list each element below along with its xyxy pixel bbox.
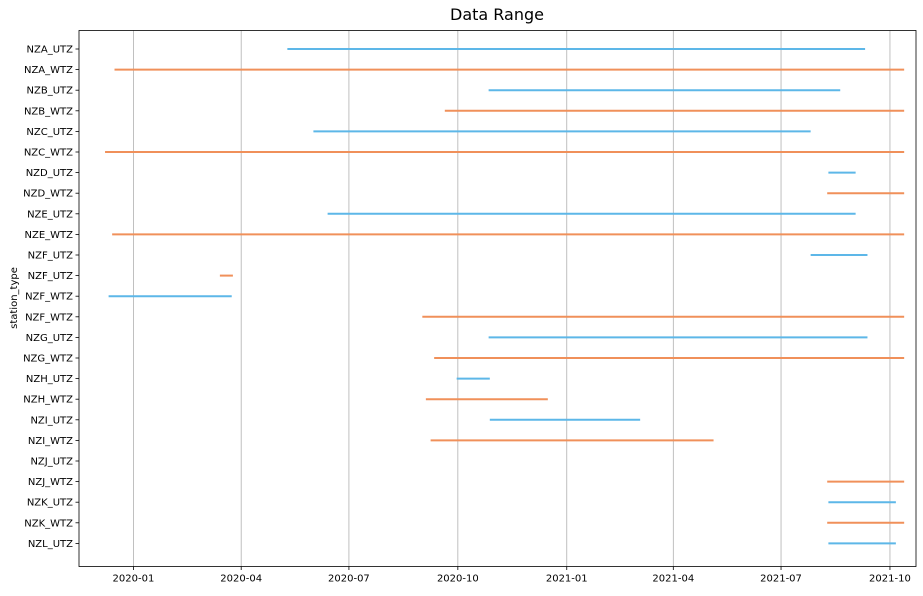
y-tick-label: NZE_UTZ: [27, 209, 73, 220]
y-tick-label: NZI_WTZ: [28, 436, 73, 447]
y-axis-label: station_type: [9, 267, 20, 329]
y-tick-label: NZB_UTZ: [27, 86, 74, 97]
y-tick-label: NZF_UTZ: [28, 271, 74, 282]
y-tick-label: NZH_WTZ: [23, 395, 73, 406]
chart-title: Data Range: [450, 5, 544, 24]
x-tick-label: 2021-07: [760, 574, 802, 585]
y-axis-ticks: NZA_UTZ NZA_WTZ NZB_UTZ NZB_WTZ NZC_UTZ NZC_W…: [23, 45, 79, 550]
y-tick-label: NZA_UTZ: [27, 45, 74, 56]
y-tick-label: NZB_WTZ: [24, 106, 73, 117]
x-tick-label: 2020-07: [328, 574, 370, 585]
y-tick-label: NZC_WTZ: [24, 148, 73, 159]
plot-frame: [78, 30, 917, 567]
x-axis-ticks: 2020-01 2020-04 2020-07 2020-10 2021-01 2021-…: [113, 566, 911, 585]
x-tick-label: 2021-04: [652, 574, 694, 585]
y-tick-label: NZL_UTZ: [28, 539, 73, 550]
y-tick-label: NZD_UTZ: [26, 168, 73, 179]
x-tick-label: 2020-10: [437, 574, 479, 585]
y-tick-label: NZG_UTZ: [26, 333, 74, 344]
y-tick-label: NZC_UTZ: [26, 127, 73, 138]
y-tick-label: NZF_WTZ: [25, 292, 73, 303]
x-tick-label: 2021-10: [869, 574, 911, 585]
y-tick-label: NZH_UTZ: [26, 374, 73, 385]
y-tick-label: NZK_WTZ: [24, 518, 73, 529]
y-tick-label: NZF_UTZ: [28, 251, 74, 262]
y-tick-label: NZE_WTZ: [25, 230, 74, 241]
y-tick-label: NZD_WTZ: [23, 189, 73, 200]
grid-lines: [133, 30, 891, 567]
x-tick-label: 2021-01: [546, 574, 588, 585]
range-bars: [105, 48, 905, 545]
x-tick-label: 2020-01: [113, 574, 155, 585]
y-tick-label: NZJ_UTZ: [30, 457, 73, 468]
y-tick-label: NZI_UTZ: [30, 415, 73, 426]
y-tick-label: NZK_UTZ: [27, 498, 73, 509]
y-tick-label: NZJ_WTZ: [28, 477, 73, 488]
y-tick-label: NZF_WTZ: [25, 312, 73, 323]
y-tick-label: NZG_WTZ: [23, 354, 73, 365]
x-tick-label: 2020-04: [220, 574, 262, 585]
y-tick-label: NZA_WTZ: [24, 65, 73, 76]
